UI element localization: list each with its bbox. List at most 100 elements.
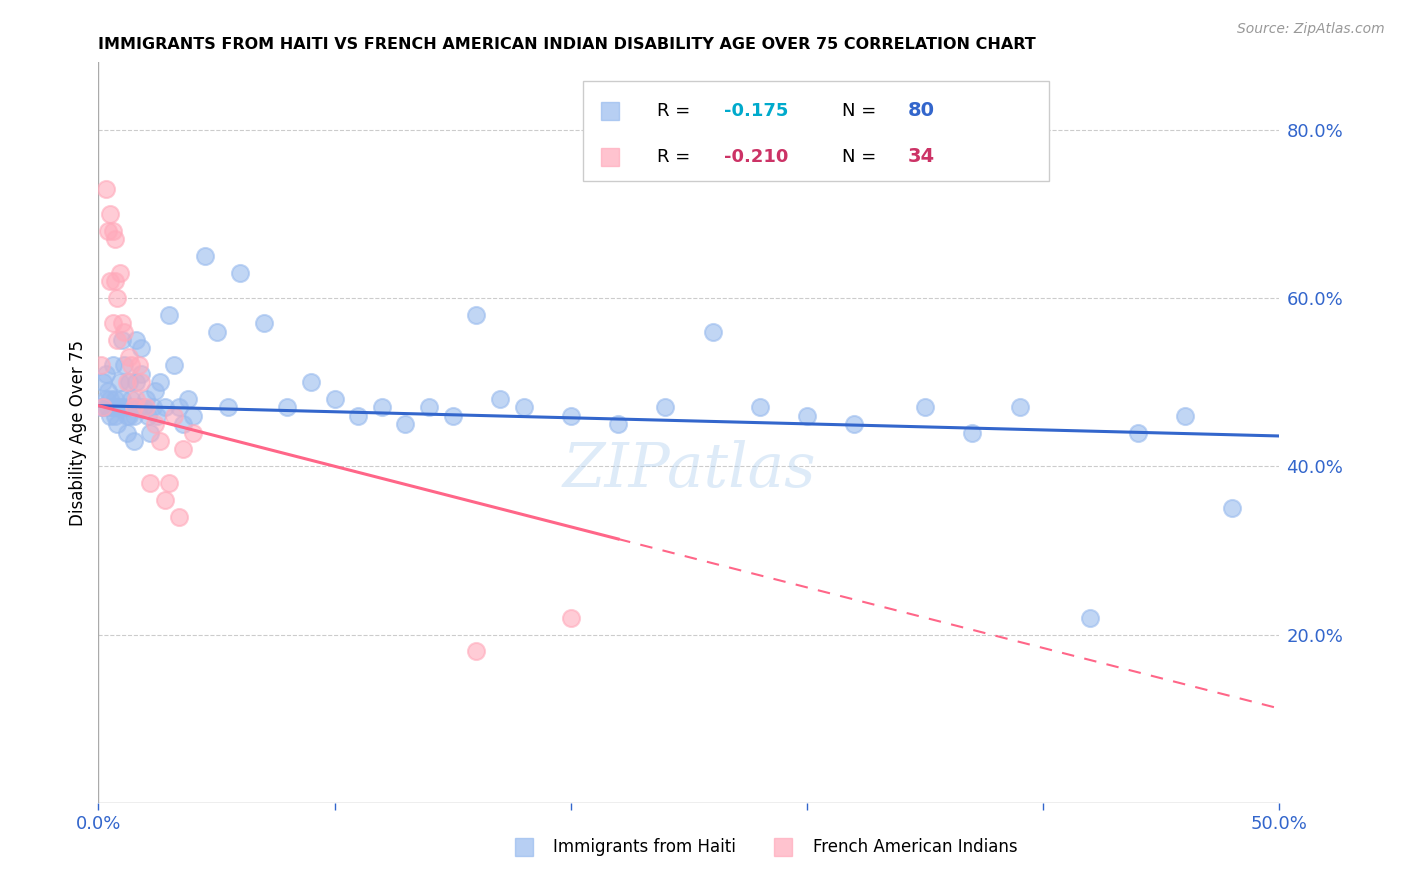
Point: [172, 442, 194, 457]
Point: [560, 610, 582, 624]
Text: Immigrants from Haiti: Immigrants from Haiti: [553, 838, 735, 856]
Point: [125, 392, 148, 406]
Point: [91, 401, 114, 415]
Point: [118, 375, 141, 389]
Point: [962, 425, 984, 440]
Point: [149, 375, 172, 389]
Point: [143, 384, 166, 398]
Point: [105, 291, 128, 305]
Text: N =: N =: [842, 148, 877, 166]
Point: [163, 359, 186, 373]
Point: [441, 409, 464, 423]
Point: [153, 492, 176, 507]
Point: [153, 401, 176, 415]
Text: N =: N =: [842, 102, 877, 120]
Point: [132, 401, 155, 415]
Text: -0.210: -0.210: [724, 148, 789, 166]
Point: [512, 401, 534, 415]
Text: 80: 80: [907, 101, 935, 120]
Point: [1126, 425, 1149, 440]
Point: [101, 401, 124, 415]
Point: [167, 509, 190, 524]
Text: 34: 34: [907, 147, 935, 166]
Point: [97, 401, 120, 415]
Point: [115, 409, 138, 423]
Text: IMMIGRANTS FROM HAITI VS FRENCH AMERICAN INDIAN DISABILITY AGE OVER 75 CORRELATI: IMMIGRANTS FROM HAITI VS FRENCH AMERICAN…: [98, 37, 1036, 52]
Point: [139, 425, 162, 440]
Point: [489, 392, 512, 406]
Point: [111, 392, 134, 406]
Point: [371, 401, 394, 415]
Point: [157, 308, 180, 322]
Point: [90, 359, 112, 373]
Point: [115, 375, 138, 389]
Point: [104, 392, 127, 406]
Point: [748, 401, 770, 415]
Text: Source: ZipAtlas.com: Source: ZipAtlas.com: [1237, 22, 1385, 37]
Point: [105, 417, 128, 432]
Point: [172, 417, 194, 432]
Point: [136, 409, 159, 423]
Point: [101, 224, 124, 238]
Point: [129, 342, 152, 356]
Point: [112, 359, 135, 373]
Point: [128, 401, 150, 415]
Point: [129, 367, 152, 381]
Point: [122, 409, 145, 423]
Point: [97, 224, 120, 238]
Point: [121, 359, 143, 373]
Point: [105, 401, 128, 415]
Point: [607, 417, 630, 432]
Point: [163, 409, 186, 423]
Point: [465, 644, 488, 658]
Point: [104, 232, 127, 246]
Text: R =: R =: [657, 102, 690, 120]
Point: [465, 308, 488, 322]
Point: [104, 274, 127, 288]
Point: [125, 375, 148, 389]
Point: [98, 392, 121, 406]
Point: [94, 367, 117, 381]
Point: [177, 392, 200, 406]
Point: [394, 417, 416, 432]
Point: [157, 476, 180, 491]
Point: [1008, 401, 1031, 415]
Point: [229, 266, 252, 280]
Point: [111, 333, 134, 347]
Point: [112, 401, 135, 415]
Point: [98, 274, 121, 288]
Point: [796, 409, 818, 423]
Point: [98, 409, 121, 423]
Point: [94, 181, 117, 195]
Point: [101, 401, 124, 415]
Text: -0.175: -0.175: [724, 102, 789, 120]
Point: [94, 392, 117, 406]
Point: [115, 425, 138, 440]
Point: [121, 401, 143, 415]
Y-axis label: Disability Age Over 75: Disability Age Over 75: [69, 340, 87, 525]
Point: [276, 401, 298, 415]
Point: [108, 401, 131, 415]
Point: [122, 401, 145, 415]
Point: [347, 409, 370, 423]
Point: [181, 409, 204, 423]
Point: [181, 425, 204, 440]
Text: R =: R =: [657, 148, 690, 166]
Point: [122, 434, 145, 448]
Point: [844, 417, 866, 432]
Point: [654, 401, 676, 415]
Point: [129, 375, 152, 389]
Point: [702, 325, 724, 339]
Point: [142, 401, 165, 415]
Point: [1174, 409, 1197, 423]
Point: [217, 401, 239, 415]
Point: [111, 316, 134, 330]
Text: ZIPatlas: ZIPatlas: [562, 440, 815, 500]
Point: [149, 434, 172, 448]
Point: [914, 401, 936, 415]
Point: [104, 409, 127, 423]
Point: [418, 401, 440, 415]
Point: [125, 333, 148, 347]
Point: [299, 375, 322, 389]
Point: [105, 333, 128, 347]
